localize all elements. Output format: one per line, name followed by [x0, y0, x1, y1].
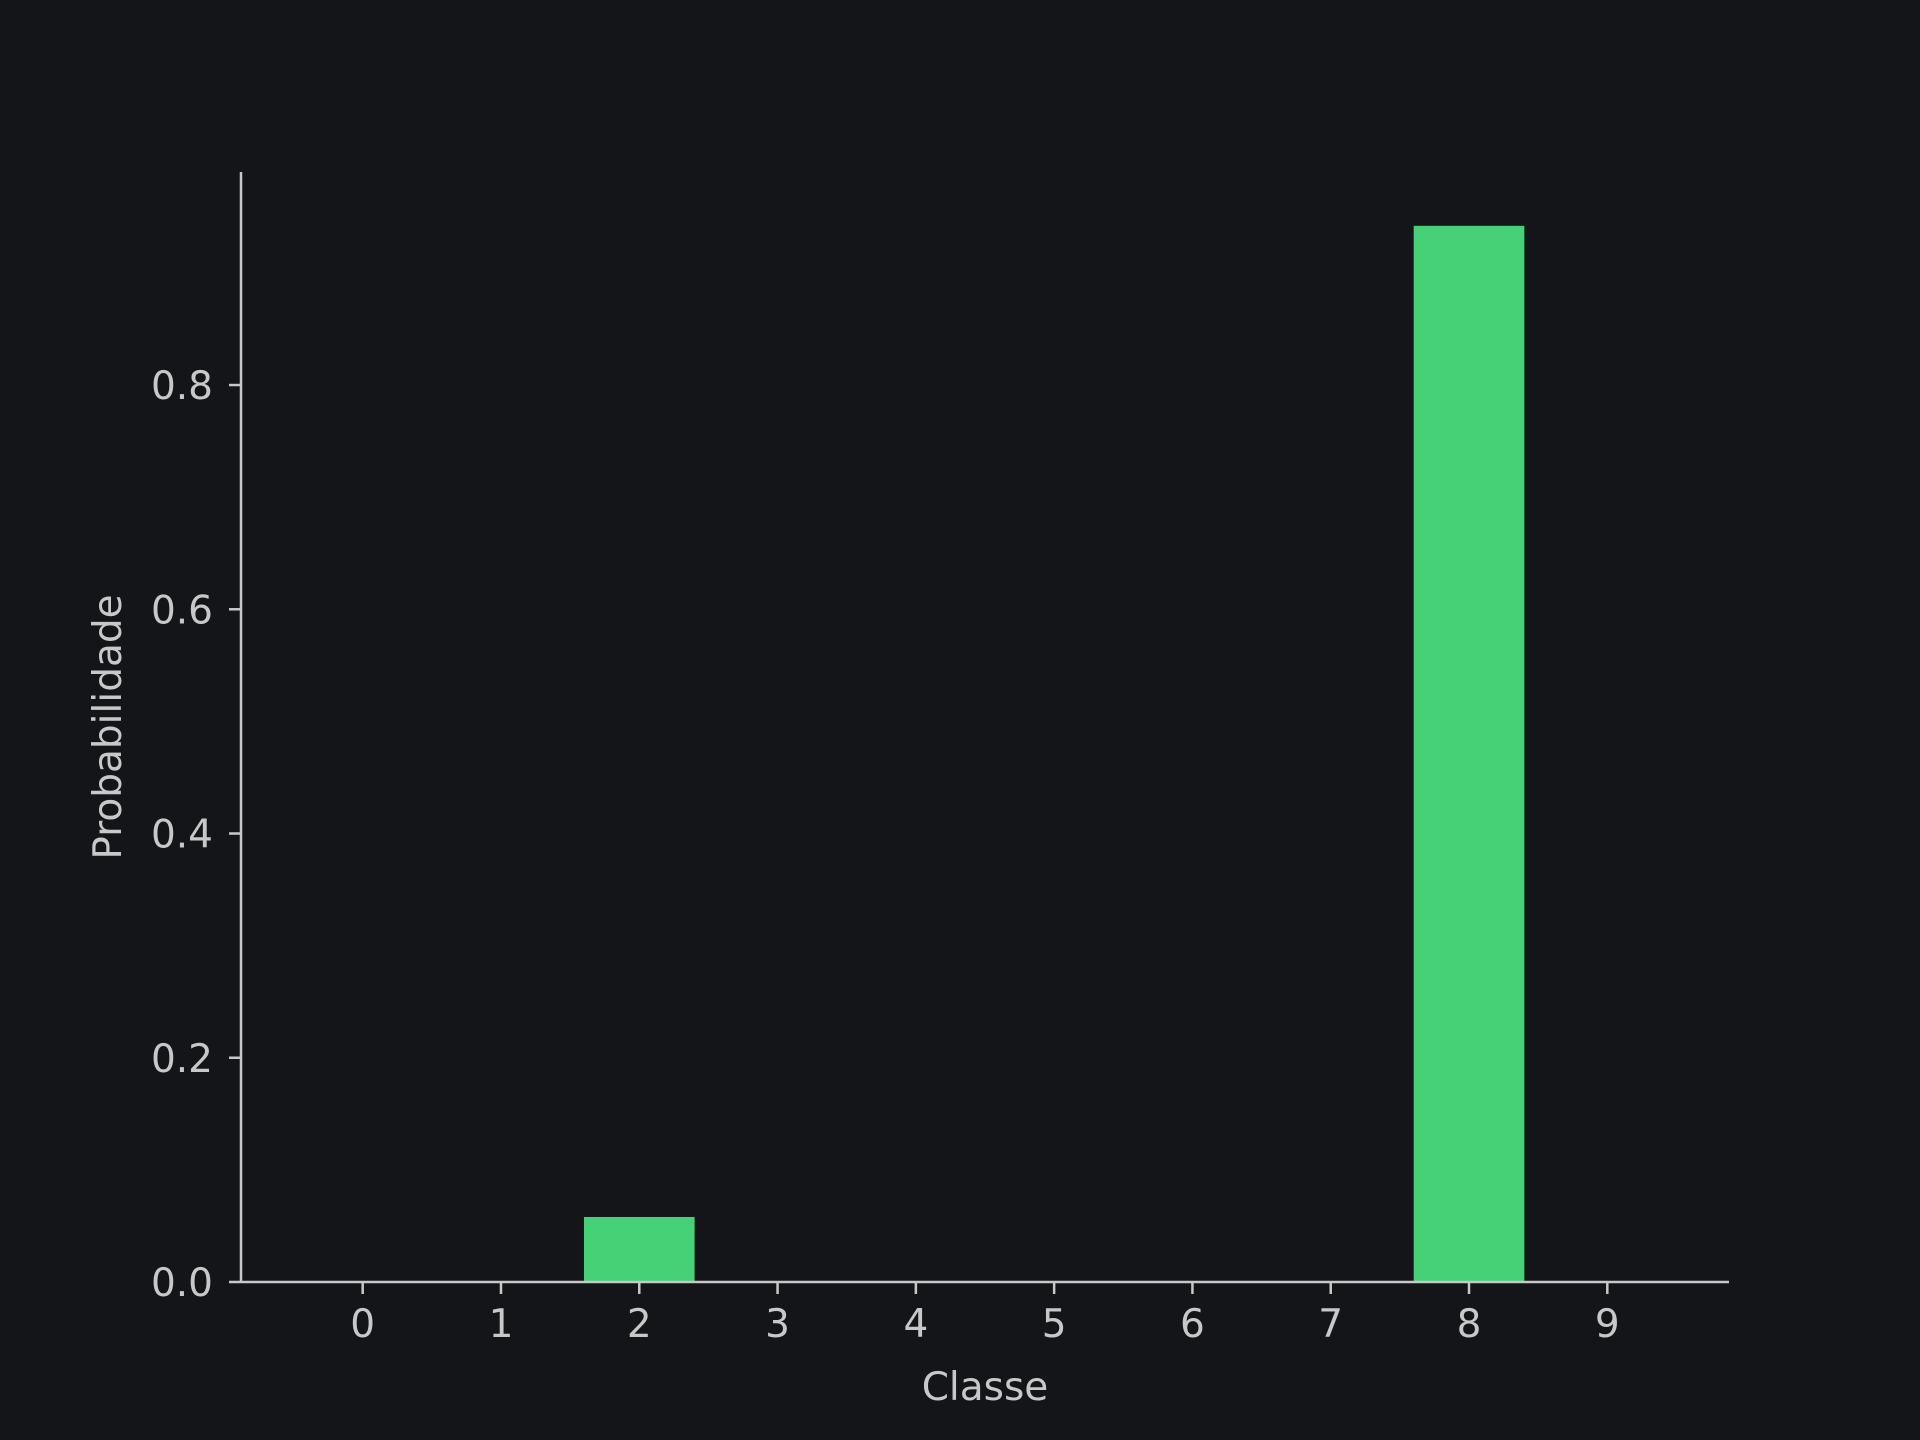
x-axis-label: Classe — [922, 1365, 1049, 1410]
x-tick-label: 8 — [1457, 1302, 1482, 1347]
y-tick-label: 0.2 — [151, 1037, 213, 1082]
x-axis-ticks: 0 1 2 3 4 5 6 7 8 9 — [350, 1282, 1620, 1347]
x-tick-label: 0 — [350, 1302, 375, 1347]
bar-class-2 — [583, 1216, 695, 1282]
x-tick-label: 3 — [765, 1302, 790, 1347]
y-tick-label: 0.4 — [151, 813, 213, 858]
bar-class-8 — [1413, 225, 1525, 1283]
x-tick-label: 7 — [1318, 1302, 1343, 1347]
y-tick-label: 0.8 — [151, 364, 213, 409]
x-tick-label: 4 — [903, 1302, 928, 1347]
x-tick-label: 1 — [489, 1302, 514, 1347]
bars-layer — [583, 225, 1525, 1283]
y-axis-ticks: 0.0 0.2 0.4 0.6 0.8 — [151, 364, 241, 1306]
x-tick-label: 6 — [1180, 1302, 1205, 1347]
x-tick-label: 2 — [627, 1302, 652, 1347]
y-axis-label: Probabilidade — [86, 594, 131, 859]
x-tick-label: 9 — [1595, 1302, 1620, 1347]
y-tick-label: 0.0 — [151, 1261, 213, 1306]
y-tick-label: 0.6 — [151, 588, 213, 633]
x-tick-label: 5 — [1042, 1302, 1067, 1347]
